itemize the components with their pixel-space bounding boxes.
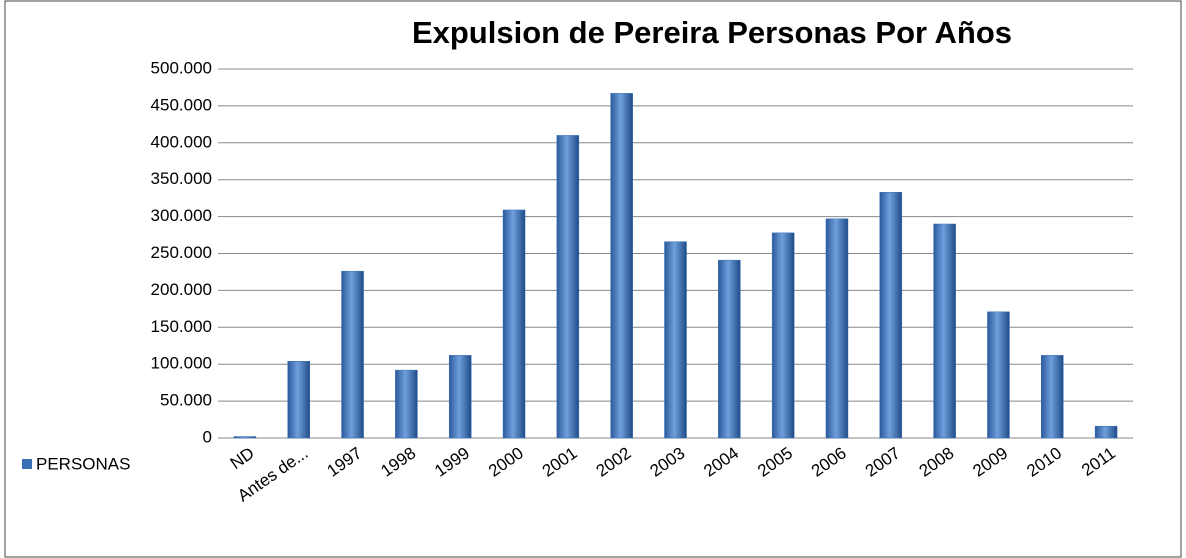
x-tick-label: 2010 xyxy=(1023,443,1065,480)
bar xyxy=(448,355,472,439)
y-tick-label: 250.000 xyxy=(151,243,212,262)
x-tick-label: 2007 xyxy=(862,443,904,480)
x-tick-label: ND xyxy=(227,443,258,473)
bar xyxy=(879,191,903,439)
y-tick-label: 200.000 xyxy=(151,280,212,299)
bar xyxy=(610,93,633,439)
legend-swatch xyxy=(22,459,32,469)
x-tick-label: 2011 xyxy=(1078,443,1119,480)
x-tick-label: 2004 xyxy=(700,443,742,480)
y-tick-label: 400.000 xyxy=(151,132,212,151)
x-tick-label: 2006 xyxy=(808,443,850,480)
y-tick-label: 100.000 xyxy=(151,354,212,373)
bar xyxy=(987,311,1010,439)
bar xyxy=(556,135,580,439)
y-tick-label: 300.000 xyxy=(151,206,212,225)
x-tick-label: 2003 xyxy=(646,443,688,480)
bar xyxy=(341,270,364,439)
y-tick-label: 150.000 xyxy=(151,317,212,336)
y-tick-label: 500.000 xyxy=(151,58,212,77)
bar xyxy=(718,259,741,439)
bar xyxy=(502,209,526,439)
bar xyxy=(287,360,310,439)
bar xyxy=(1094,425,1118,439)
y-tick-label: 350.000 xyxy=(151,169,212,188)
bar xyxy=(664,241,687,439)
x-tick-label: 2005 xyxy=(754,443,796,480)
x-tick-label: 2000 xyxy=(485,443,527,480)
bar xyxy=(933,223,956,439)
legend-label: PERSONAS xyxy=(36,454,130,473)
x-tick-label: 2002 xyxy=(593,443,635,480)
x-tick-label: 2009 xyxy=(969,443,1011,480)
bar xyxy=(1041,355,1064,439)
x-tick-label: 2001 xyxy=(539,443,581,480)
frame xyxy=(4,0,1182,558)
x-tick-label: 1997 xyxy=(324,443,366,480)
chart-title: Expulsion de Pereira Personas Por Años xyxy=(412,15,1012,50)
y-tick-label: 450.000 xyxy=(151,95,212,114)
x-tick-label: 2008 xyxy=(916,443,958,480)
bar xyxy=(233,436,257,439)
bar xyxy=(395,369,418,439)
bar xyxy=(825,218,849,439)
bar xyxy=(771,232,795,439)
x-tick-label: 1999 xyxy=(431,443,473,480)
y-tick-label: 0 xyxy=(203,427,212,446)
y-tick-label: 50.000 xyxy=(160,391,212,410)
x-tick-label: 1998 xyxy=(377,443,419,480)
